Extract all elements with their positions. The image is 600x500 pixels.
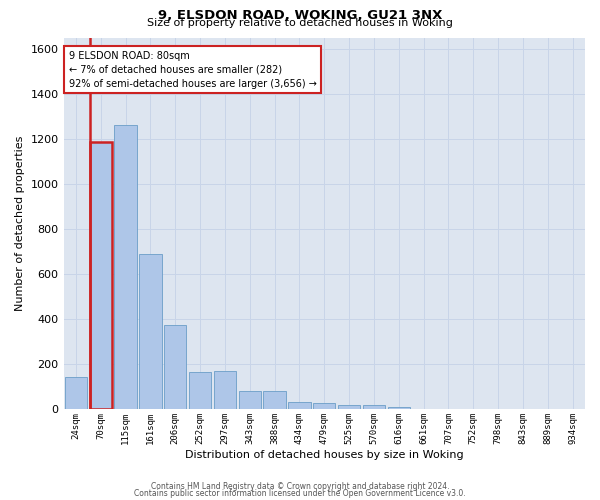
Bar	[388, 406, 410, 410]
Bar	[65, 376, 87, 410]
Bar	[115, 126, 137, 410]
Text: Contains HM Land Registry data © Crown copyright and database right 2024.: Contains HM Land Registry data © Crown c…	[151, 482, 449, 491]
Bar	[338, 405, 360, 409]
Text: 9, ELSDON ROAD, WOKING, GU21 3NX: 9, ELSDON ROAD, WOKING, GU21 3NX	[158, 9, 442, 22]
Y-axis label: Number of detached properties: Number of detached properties	[15, 136, 25, 311]
Text: Size of property relative to detached houses in Woking: Size of property relative to detached ho…	[147, 18, 453, 28]
Bar	[139, 254, 161, 410]
Text: Contains public sector information licensed under the Open Government Licence v3: Contains public sector information licen…	[134, 489, 466, 498]
Bar	[214, 371, 236, 410]
Bar	[288, 402, 311, 409]
Bar	[89, 142, 112, 410]
Bar	[239, 392, 261, 409]
Bar	[263, 392, 286, 409]
Bar	[313, 402, 335, 409]
X-axis label: Distribution of detached houses by size in Woking: Distribution of detached houses by size …	[185, 450, 464, 460]
Bar	[363, 405, 385, 409]
Text: 9 ELSDON ROAD: 80sqm
← 7% of detached houses are smaller (282)
92% of semi-detac: 9 ELSDON ROAD: 80sqm ← 7% of detached ho…	[69, 50, 317, 88]
Bar	[189, 372, 211, 410]
Bar	[164, 325, 187, 409]
